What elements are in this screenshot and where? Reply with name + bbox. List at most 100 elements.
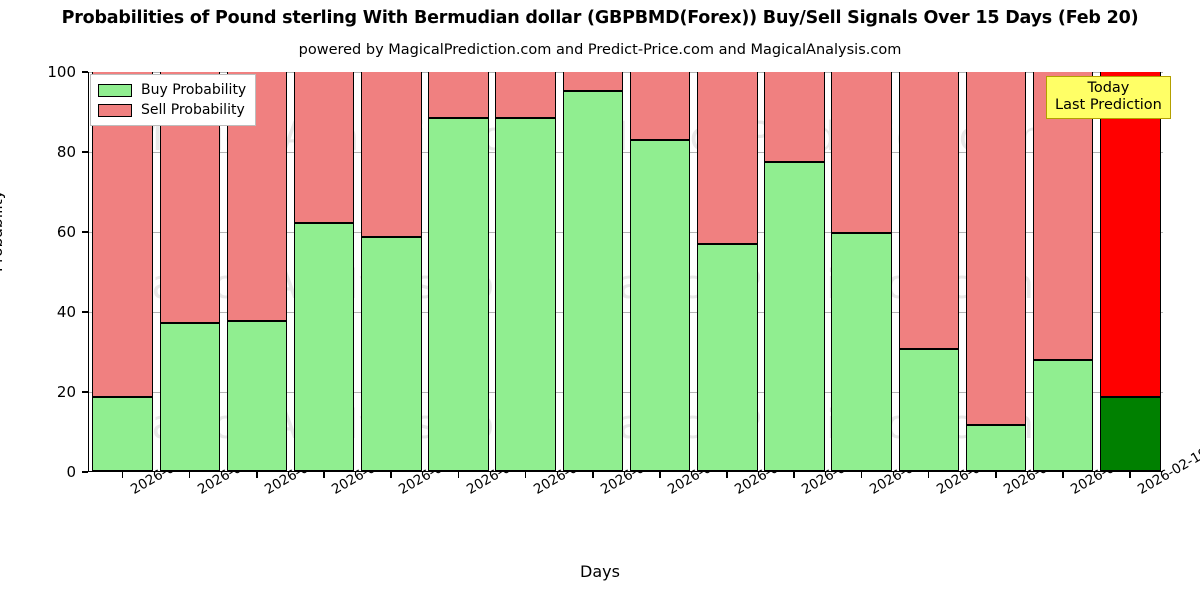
y-tick-label: 60 <box>56 223 76 241</box>
y-tick-mark <box>82 311 88 313</box>
bar-segment-buy[interactable] <box>361 237 422 471</box>
y-tick-mark <box>82 151 88 153</box>
x-tick-mark <box>726 472 728 478</box>
bar-group[interactable] <box>764 72 825 471</box>
x-tick-mark <box>524 472 527 478</box>
x-tick-label: 2026-02-19 <box>1135 444 1200 498</box>
bar-segment-sell[interactable] <box>1100 72 1161 397</box>
bar-segment-sell[interactable] <box>1032 72 1094 360</box>
bar-group[interactable] <box>495 72 556 471</box>
bar-group[interactable] <box>898 72 960 471</box>
bar-group[interactable] <box>1100 72 1161 471</box>
x-tick-label: 2026-02-03 <box>194 444 271 498</box>
x-tick-mark <box>1062 472 1064 478</box>
bar-group[interactable] <box>697 72 758 471</box>
x-tick-label: 2026-02-16 <box>933 444 1010 498</box>
bar-segment-sell[interactable] <box>831 72 892 233</box>
bar-segment-sell[interactable] <box>629 72 691 140</box>
legend-item-sell[interactable]: Sell Probability <box>98 100 246 120</box>
y-tick-mark <box>82 71 88 73</box>
bar-segment-buy[interactable] <box>629 139 691 471</box>
bar-group[interactable] <box>965 72 1027 471</box>
x-tick-mark <box>188 472 191 478</box>
y-tick-label: 0 <box>66 463 76 481</box>
bar-group[interactable] <box>159 72 221 471</box>
bar-segment-sell[interactable] <box>562 72 624 91</box>
x-axis-title: Days <box>580 562 620 581</box>
bar-segment-buy[interactable] <box>831 232 892 471</box>
bar-segment-buy[interactable] <box>495 118 556 471</box>
bar-segment-buy[interactable] <box>92 397 153 471</box>
bar-group[interactable] <box>831 72 892 471</box>
bar-segment-buy[interactable] <box>562 91 624 471</box>
chart-legend: Buy Probability Sell Probability <box>90 74 257 126</box>
legend-label-buy: Buy Probability <box>141 82 247 98</box>
bar-segment-buy[interactable] <box>293 223 355 471</box>
page-title: Probabilities of Pound sterling With Ber… <box>61 8 1139 28</box>
x-tick-label: 2026-02-18 <box>1068 444 1145 498</box>
bar-segment-sell[interactable] <box>293 72 355 223</box>
bar-segment-sell[interactable] <box>495 72 556 119</box>
bar-group[interactable] <box>428 72 489 471</box>
chart-plot-area: MagicalAnalysis.comMagicalPrediction.com… <box>88 72 1163 472</box>
bar-group[interactable] <box>226 72 288 471</box>
y-axis-title: Probability <box>0 190 6 272</box>
x-tick-label: 2026-02-17 <box>1001 444 1077 498</box>
y-gridline <box>89 72 1163 73</box>
bar-segment-sell[interactable] <box>361 72 422 237</box>
bar-segment-buy[interactable] <box>159 323 221 471</box>
bar-segment-sell[interactable] <box>428 72 489 119</box>
bar-group[interactable] <box>1032 72 1094 471</box>
bar-segment-buy[interactable] <box>226 321 288 471</box>
y-tick-label: 80 <box>56 143 76 161</box>
x-tick-mark <box>121 472 124 478</box>
bar-segment-sell[interactable] <box>898 72 960 349</box>
bar-segment-sell[interactable] <box>697 72 758 244</box>
y-gridline <box>89 232 1163 233</box>
x-tick-mark <box>323 472 325 478</box>
x-tick-mark <box>457 472 460 478</box>
x-tick-mark <box>1129 472 1131 478</box>
y-tick-mark <box>82 471 88 473</box>
today-label: Today <box>1087 80 1130 96</box>
x-tick-label: 2026-02-06 <box>396 444 473 498</box>
x-tick-label: 2026-02-13 <box>799 444 876 498</box>
bar-segment-sell[interactable] <box>92 72 153 397</box>
bar-group[interactable] <box>629 72 691 471</box>
bar-segment-buy[interactable] <box>965 425 1027 471</box>
y-tick-label: 40 <box>56 303 76 321</box>
y-tick-label: 20 <box>56 383 76 401</box>
bar-segment-buy[interactable] <box>428 118 489 471</box>
bar-segment-buy[interactable] <box>1032 359 1094 471</box>
bar-segment-buy[interactable] <box>697 243 758 471</box>
legend-item-buy[interactable]: Buy Probability <box>98 80 246 100</box>
x-tick-label: 2026-02-11 <box>665 444 742 498</box>
chart-subtitle: powered by MagicalPrediction.com and Pre… <box>298 42 902 58</box>
bar-group[interactable] <box>361 72 422 471</box>
bar-segment-buy[interactable] <box>764 162 825 471</box>
y-gridline <box>89 152 1163 153</box>
x-tick-mark <box>659 472 661 478</box>
y-gridline <box>89 392 1163 393</box>
plot-inner: MagicalAnalysis.comMagicalPrediction.com… <box>89 72 1163 471</box>
bar-group[interactable] <box>293 72 355 471</box>
x-tick-label: 2026-02-10 <box>597 444 674 498</box>
bar-segment-sell[interactable] <box>965 72 1027 426</box>
x-tick-label: 2026-02-08 <box>463 444 540 498</box>
bar-group[interactable] <box>562 72 624 471</box>
x-tick-label: 2026-02-15 <box>866 444 943 498</box>
x-tick-label: 2026-02-12 <box>732 444 809 498</box>
bar-segment-buy[interactable] <box>898 349 960 471</box>
x-tick-mark <box>591 472 594 478</box>
bar-segment-buy[interactable] <box>1100 397 1161 471</box>
bar-segment-sell[interactable] <box>764 72 825 163</box>
legend-swatch-sell <box>98 103 132 117</box>
y-tick-mark <box>82 231 88 233</box>
x-tick-mark <box>860 472 863 478</box>
bar-group[interactable] <box>92 72 153 471</box>
y-gridline <box>89 312 1163 313</box>
x-tick-label: 2026-02-09 <box>530 444 607 498</box>
x-tick-mark <box>255 472 258 478</box>
x-tick-label: 2026-02-02 <box>127 444 204 498</box>
x-tick-label: 2026-02-05 <box>329 444 406 498</box>
